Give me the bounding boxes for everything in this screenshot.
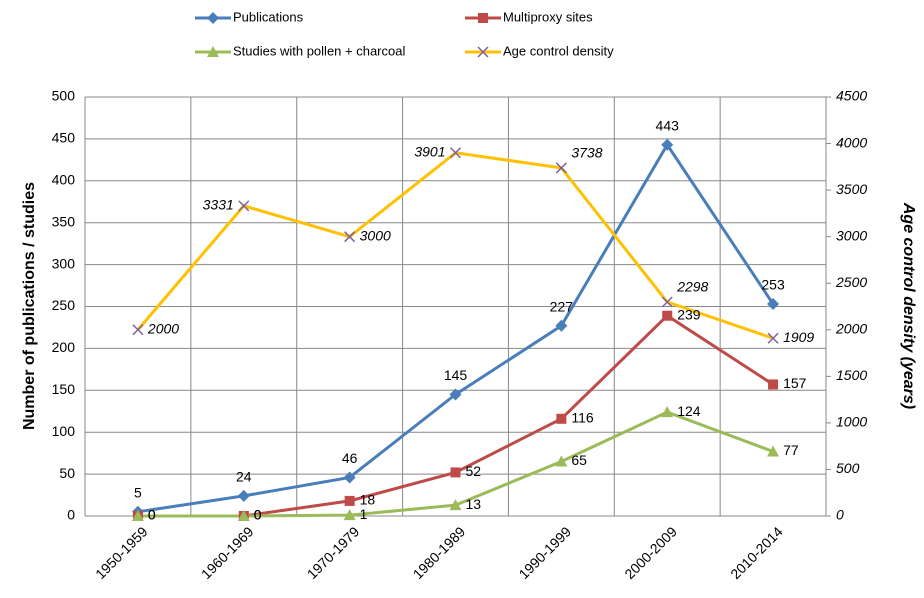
y2-tick-label: 500 — [836, 460, 860, 476]
legend-label: Publications — [233, 9, 304, 24]
marker — [767, 332, 779, 344]
data-label: 5 — [134, 485, 142, 501]
y-tick-label: 500 — [52, 88, 76, 104]
data-label: 0 — [254, 507, 262, 523]
y-tick-label: 250 — [52, 297, 76, 313]
data-label: 157 — [783, 375, 807, 391]
y2-tick-label: 3500 — [836, 181, 867, 197]
y2-tick-label: 4500 — [836, 88, 867, 104]
y2-axis-title: Age control density (years) — [900, 202, 917, 409]
y-tick-label: 350 — [52, 213, 76, 229]
y2-tick-label: 2500 — [835, 274, 867, 290]
data-label: 239 — [677, 306, 701, 322]
marker — [449, 147, 462, 159]
marker — [477, 46, 489, 58]
data-label: 443 — [656, 117, 680, 133]
y-tick-label: 100 — [52, 423, 76, 439]
marker — [450, 467, 461, 478]
marker — [555, 319, 568, 332]
marker — [661, 406, 674, 418]
data-label: 0 — [148, 507, 156, 523]
x-tick-label: 2010-2014 — [727, 523, 786, 582]
marker — [237, 489, 250, 502]
y-tick-label: 300 — [52, 255, 76, 271]
x-tick-label: 1980-1989 — [410, 523, 469, 582]
marker — [555, 455, 568, 467]
marker — [238, 200, 250, 212]
legend-label: Age control density — [503, 43, 614, 58]
data-label: 77 — [783, 442, 799, 458]
marker — [661, 138, 674, 151]
data-label: 13 — [466, 496, 482, 512]
marker — [768, 379, 779, 390]
marker — [207, 46, 219, 57]
data-label: 124 — [677, 403, 701, 419]
marker — [662, 310, 673, 321]
marker — [478, 13, 488, 23]
y-tick-label: 400 — [52, 172, 76, 188]
data-label: 3331 — [203, 197, 234, 213]
marker — [661, 296, 673, 308]
marker — [555, 162, 567, 174]
x-tick-label: 1950-1959 — [92, 523, 151, 582]
data-label: 52 — [466, 463, 482, 479]
data-label: 0 — [254, 507, 262, 523]
y-tick-label: 0 — [67, 507, 75, 523]
marker — [344, 495, 355, 506]
data-label: 3738 — [571, 145, 602, 161]
data-label: 65 — [571, 452, 587, 468]
data-label: 46 — [342, 450, 358, 466]
data-label: 145 — [444, 367, 468, 383]
data-label: 24 — [236, 469, 252, 485]
marker — [131, 510, 144, 521]
marker — [449, 499, 462, 511]
data-label: 2298 — [676, 279, 708, 295]
y2-tick-label: 1000 — [836, 414, 867, 430]
marker — [343, 471, 356, 484]
data-label: 253 — [761, 277, 785, 293]
x-tick-label: 2000-2009 — [621, 523, 680, 582]
data-label: 0 — [148, 507, 156, 523]
y2-tick-label: 1500 — [836, 367, 867, 383]
x-tick-label: 1970-1979 — [304, 523, 363, 582]
data-label: 1909 — [783, 329, 814, 345]
data-label: 3901 — [414, 143, 445, 159]
data-label: 3000 — [360, 227, 391, 243]
y2-tick-label: 3000 — [836, 227, 867, 243]
y-axis-title: Number of publications / studies — [21, 182, 38, 430]
legend-label: Multiproxy sites — [503, 9, 593, 24]
marker — [132, 324, 144, 336]
marker — [556, 413, 567, 424]
legend-label: Studies with pollen + charcoal — [233, 43, 405, 58]
marker — [344, 231, 356, 243]
data-label: 1 — [360, 506, 368, 522]
y2-tick-label: 0 — [836, 507, 844, 523]
marker — [207, 12, 219, 24]
marker — [767, 445, 780, 457]
data-label: 2000 — [147, 320, 179, 336]
x-tick-label: 1990-1999 — [515, 523, 574, 582]
marker — [449, 388, 462, 401]
y-tick-label: 150 — [52, 381, 76, 397]
y-tick-label: 200 — [52, 339, 76, 355]
y2-tick-label: 4000 — [836, 134, 867, 150]
data-label: 18 — [360, 492, 376, 508]
marker — [343, 509, 356, 521]
x-tick-label: 1960-1969 — [198, 523, 257, 582]
marker — [237, 510, 250, 521]
marker — [767, 297, 780, 310]
y-tick-label: 50 — [59, 465, 75, 481]
y2-tick-label: 2000 — [835, 320, 867, 336]
data-label: 116 — [571, 409, 594, 425]
y-tick-label: 450 — [52, 130, 76, 146]
data-label: 227 — [550, 298, 574, 314]
